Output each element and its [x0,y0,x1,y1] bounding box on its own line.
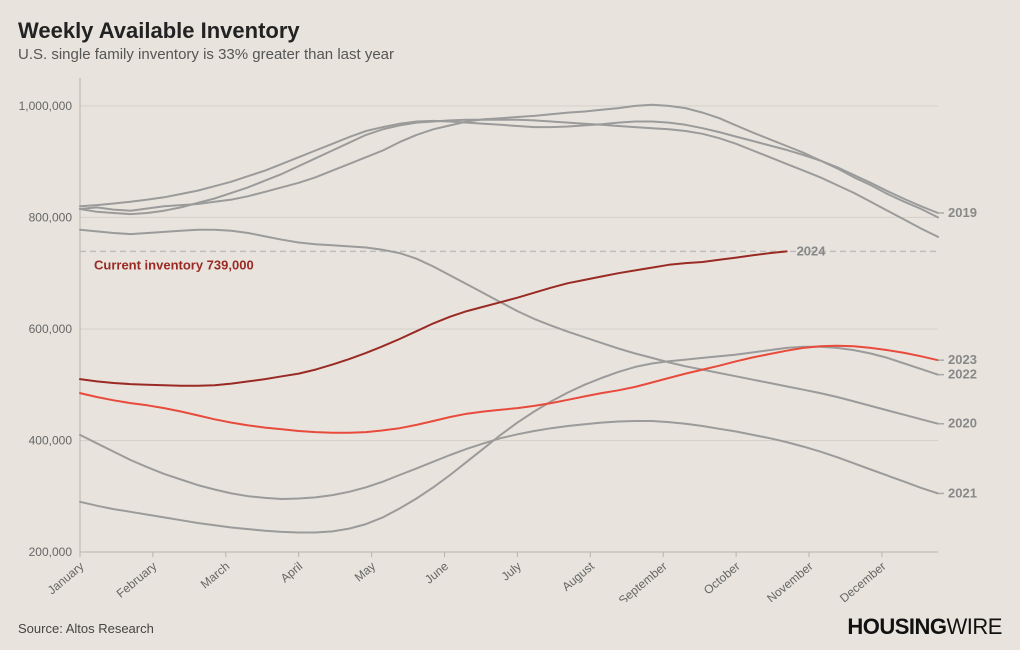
series-2023 [80,346,938,433]
logo-bold: HOUSING [847,614,946,639]
x-tick-label: April [278,559,305,585]
line-chart: 200,000 400,000 600,000 800,000 1,000,000 Jan… [18,70,1010,602]
series-label-2023: 2023 [948,352,977,367]
current-inventory-annotation: Current inventory 739,000 [94,257,254,272]
source-text: Source: Altos Research [18,621,154,636]
chart-subtitle: U.S. single family inventory is 33% grea… [18,46,1002,63]
y-tick-label: 1,000,000 [19,99,73,113]
x-tick-label: December [837,559,888,602]
y-tick-label: 400,000 [29,433,73,447]
y-tick-label: 600,000 [29,322,73,336]
series-label-2019: 2019 [948,205,977,220]
series-label-2022: 2022 [948,367,977,382]
x-tick-label: November [764,559,815,602]
x-tick-label: May [352,559,378,584]
x-tick-label: September [616,559,670,602]
x-tick-label: January [45,559,87,597]
y-tick-label: 200,000 [29,545,73,559]
series-label-2024: 2024 [797,243,827,258]
y-tick-label: 800,000 [29,210,73,224]
x-tick-label: June [422,559,451,587]
housingwire-logo: HOUSINGWIRE [847,614,1002,640]
series-2017 [80,120,938,237]
series-2021 [80,421,938,499]
chart-area: 200,000 400,000 600,000 800,000 1,000,000 Jan… [18,70,1010,602]
x-tick-label: February [114,559,160,601]
x-tick-label: July [499,559,524,583]
logo-light: WIRE [947,614,1002,639]
x-tick-label: August [559,559,597,594]
series-label-2020: 2020 [948,416,977,431]
series-label-2021: 2021 [948,485,977,500]
chart-title: Weekly Available Inventory [18,18,1002,44]
series-2022 [80,347,938,533]
x-tick-label: March [198,559,233,591]
x-tick-label: October [701,559,743,597]
